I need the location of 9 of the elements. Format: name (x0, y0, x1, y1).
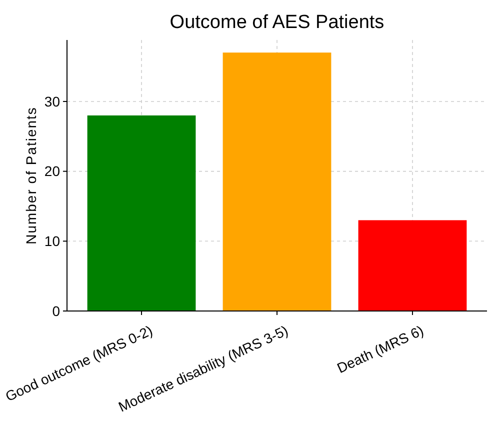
y-tick-label: 30 (44, 93, 60, 110)
y-tick-label: 20 (44, 163, 60, 180)
chart-title: Outcome of AES Patients (170, 12, 384, 33)
y-tick-label: 10 (44, 233, 60, 250)
bar (358, 220, 467, 311)
y-tick-label: 0 (52, 302, 60, 319)
bar (222, 52, 332, 311)
y-axis-title: Number of Patients (23, 106, 39, 244)
bar (87, 115, 196, 311)
